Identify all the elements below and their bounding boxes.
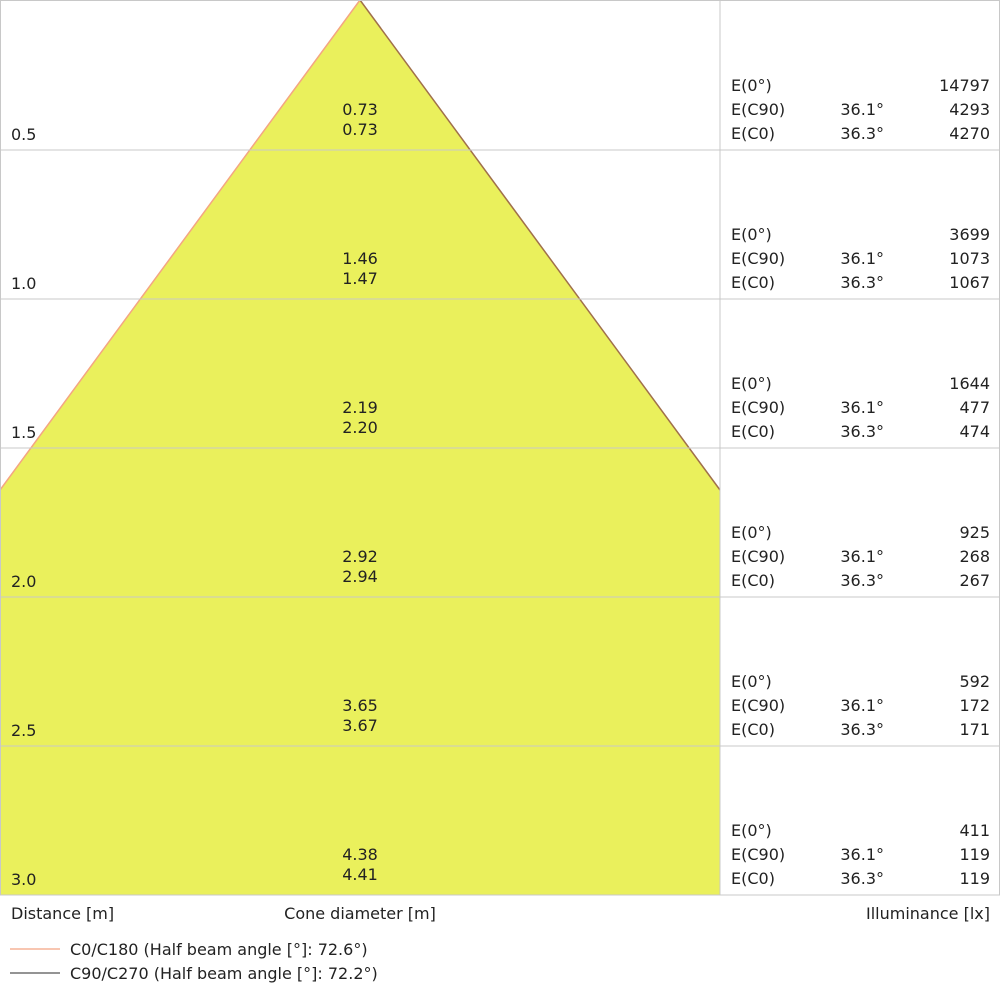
e-c90-value: 1073 xyxy=(949,249,990,268)
e-c90-label: E(C90) xyxy=(731,696,785,715)
e-c90-value: 119 xyxy=(959,845,990,864)
distance-axis-label: Distance [m] xyxy=(11,904,114,923)
c0-angle: 36.3° xyxy=(840,720,884,739)
diameter-axis-label: Cone diameter [m] xyxy=(284,904,436,923)
e-c90-label: E(C90) xyxy=(731,249,785,268)
diameter-c90-label: 2.94 xyxy=(342,567,378,586)
diameter-c0-label: 0.73 xyxy=(342,100,378,119)
diameter-c0-label: 3.65 xyxy=(342,696,378,715)
e-c0-value: 474 xyxy=(959,422,990,441)
c90-angle: 36.1° xyxy=(840,845,884,864)
c90-angle: 36.1° xyxy=(840,398,884,417)
distance-label: 3.0 xyxy=(11,870,36,889)
e-c0-label: E(C0) xyxy=(731,124,775,143)
distance-label: 1.0 xyxy=(11,274,36,293)
diameter-c0-label: 2.92 xyxy=(342,547,378,566)
distance-label: 2.5 xyxy=(11,721,36,740)
c0-angle: 36.3° xyxy=(840,869,884,888)
e-c0-value: 4270 xyxy=(949,124,990,143)
e-c0-label: E(C0) xyxy=(731,869,775,888)
e-c90-label: E(C90) xyxy=(731,100,785,119)
diameter-c90-label: 0.73 xyxy=(342,120,378,139)
distance-label: 1.5 xyxy=(11,423,36,442)
distance-label: 0.5 xyxy=(11,125,36,144)
c0-angle: 36.3° xyxy=(840,124,884,143)
legend-label: C0/C180 (Half beam angle [°]: 72.6°) xyxy=(70,940,368,959)
e-c90-label: E(C90) xyxy=(731,547,785,566)
illuminance-axis-label: Illuminance [lx] xyxy=(866,904,990,923)
e-c90-value: 477 xyxy=(959,398,990,417)
c0-angle: 36.3° xyxy=(840,422,884,441)
c90-angle: 36.1° xyxy=(840,100,884,119)
e-c90-label: E(C90) xyxy=(731,845,785,864)
diameter-c90-label: 2.20 xyxy=(342,418,378,437)
e0-value: 14797 xyxy=(939,76,990,95)
c90-angle: 36.1° xyxy=(840,696,884,715)
e-c0-value: 119 xyxy=(959,869,990,888)
e-c90-value: 4293 xyxy=(949,100,990,119)
e0-value: 592 xyxy=(959,672,990,691)
diameter-c0-label: 1.46 xyxy=(342,249,378,268)
e0-label: E(0°) xyxy=(731,76,772,95)
e0-value: 3699 xyxy=(949,225,990,244)
c90-angle: 36.1° xyxy=(840,547,884,566)
e0-value: 925 xyxy=(959,523,990,542)
e0-label: E(0°) xyxy=(731,225,772,244)
e-c90-value: 172 xyxy=(959,696,990,715)
cone-edge-c0 xyxy=(0,0,361,491)
e-c0-value: 267 xyxy=(959,571,990,590)
e-c0-label: E(C0) xyxy=(731,273,775,292)
diameter-c90-label: 4.41 xyxy=(342,865,378,884)
e0-label: E(0°) xyxy=(731,523,772,542)
e0-label: E(0°) xyxy=(731,821,772,840)
e-c90-label: E(C90) xyxy=(731,398,785,417)
e0-value: 411 xyxy=(959,821,990,840)
e-c0-label: E(C0) xyxy=(731,422,775,441)
diameter-c90-label: 1.47 xyxy=(342,269,378,288)
e-c0-value: 1067 xyxy=(949,273,990,292)
diameter-c90-label: 3.67 xyxy=(342,716,378,735)
e-c0-label: E(C0) xyxy=(731,720,775,739)
e-c0-value: 171 xyxy=(959,720,990,739)
e-c90-value: 268 xyxy=(959,547,990,566)
e0-label: E(0°) xyxy=(731,672,772,691)
legend-label: C90/C270 (Half beam angle [°]: 72.2°) xyxy=(70,964,378,983)
c0-angle: 36.3° xyxy=(840,571,884,590)
cone-edge-c90 xyxy=(359,0,721,491)
diameter-c0-label: 2.19 xyxy=(342,398,378,417)
e0-value: 1644 xyxy=(949,374,990,393)
c90-angle: 36.1° xyxy=(840,249,884,268)
distance-label: 2.0 xyxy=(11,572,36,591)
e0-label: E(0°) xyxy=(731,374,772,393)
diameter-c0-label: 4.38 xyxy=(342,845,378,864)
c0-angle: 36.3° xyxy=(840,273,884,292)
e-c0-label: E(C0) xyxy=(731,571,775,590)
